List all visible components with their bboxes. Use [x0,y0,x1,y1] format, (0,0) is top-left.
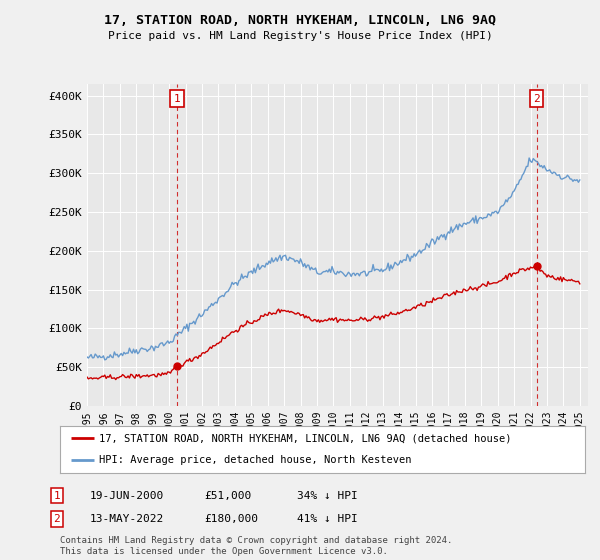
Text: 17, STATION ROAD, NORTH HYKEHAM, LINCOLN, LN6 9AQ: 17, STATION ROAD, NORTH HYKEHAM, LINCOLN… [104,14,496,27]
Text: 2: 2 [533,94,540,104]
Text: 2: 2 [53,514,61,524]
Text: 1: 1 [173,94,180,104]
Text: £180,000: £180,000 [204,514,258,524]
Text: 41% ↓ HPI: 41% ↓ HPI [297,514,358,524]
Text: 34% ↓ HPI: 34% ↓ HPI [297,491,358,501]
Text: 13-MAY-2022: 13-MAY-2022 [90,514,164,524]
Text: Contains HM Land Registry data © Crown copyright and database right 2024.
This d: Contains HM Land Registry data © Crown c… [60,536,452,556]
Text: 17, STATION ROAD, NORTH HYKEHAM, LINCOLN, LN6 9AQ (detached house): 17, STATION ROAD, NORTH HYKEHAM, LINCOLN… [100,433,512,444]
Text: 19-JUN-2000: 19-JUN-2000 [90,491,164,501]
Text: HPI: Average price, detached house, North Kesteven: HPI: Average price, detached house, Nort… [100,455,412,465]
Text: Price paid vs. HM Land Registry's House Price Index (HPI): Price paid vs. HM Land Registry's House … [107,31,493,41]
Text: £51,000: £51,000 [204,491,251,501]
Text: 1: 1 [53,491,61,501]
